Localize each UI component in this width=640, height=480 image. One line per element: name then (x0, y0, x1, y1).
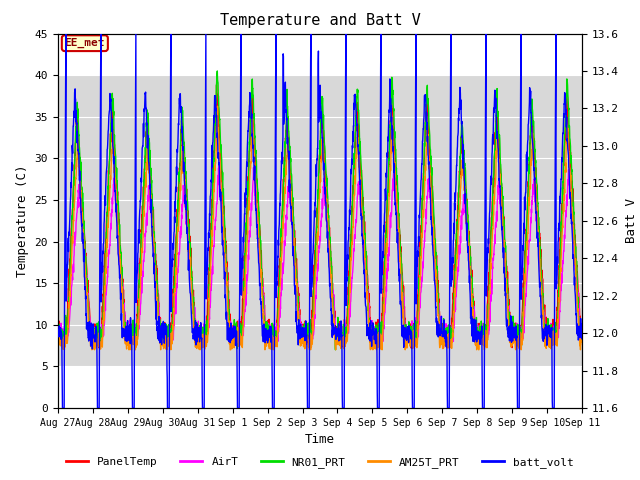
Title: Temperature and Batt V: Temperature and Batt V (220, 13, 420, 28)
Legend: PanelTemp, AirT, NR01_PRT, AM25T_PRT, batt_volt: PanelTemp, AirT, NR01_PRT, AM25T_PRT, ba… (61, 452, 579, 472)
X-axis label: Time: Time (305, 433, 335, 446)
Y-axis label: Batt V: Batt V (625, 198, 637, 243)
Text: EE_met: EE_met (65, 38, 105, 48)
Bar (58, 75, 582, 366)
Y-axis label: Temperature (C): Temperature (C) (16, 165, 29, 277)
